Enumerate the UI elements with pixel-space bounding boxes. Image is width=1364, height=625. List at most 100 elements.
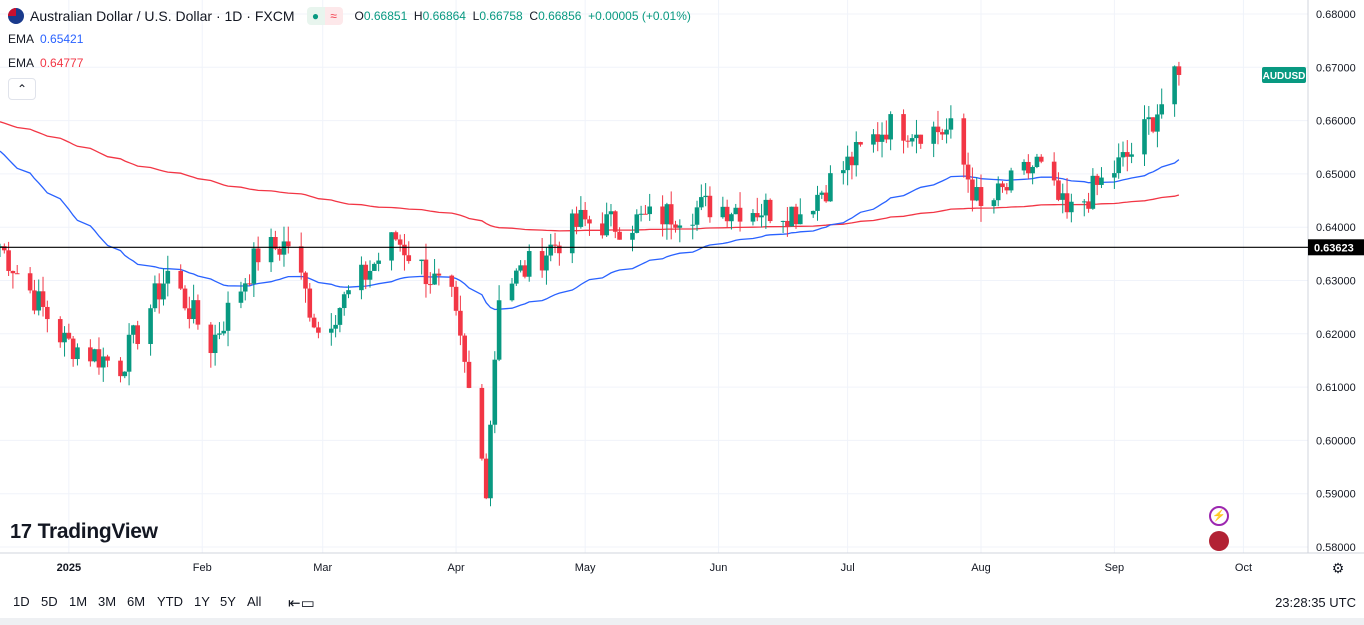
candle-body bbox=[514, 270, 519, 284]
timeframe-ytd[interactable]: YTD bbox=[157, 594, 183, 609]
y-tick-label: 0.59000 bbox=[1316, 489, 1356, 501]
candle-body bbox=[57, 319, 63, 343]
candle-body bbox=[122, 371, 128, 377]
candle-body bbox=[247, 283, 252, 285]
candle-body bbox=[1030, 167, 1035, 174]
candle-body bbox=[582, 209, 588, 220]
timeframe-1y[interactable]: 1Y bbox=[194, 594, 210, 609]
candle-body bbox=[273, 236, 278, 249]
candle-body bbox=[643, 213, 648, 215]
y-tick-label: 0.60000 bbox=[1316, 435, 1356, 447]
clock[interactable]: 23:28:35 UTC bbox=[1275, 595, 1356, 610]
candle-body bbox=[88, 347, 93, 362]
candle-body bbox=[699, 197, 704, 208]
chevron-up-icon: ⌃ bbox=[16, 82, 28, 96]
candle-body bbox=[1099, 177, 1104, 185]
timeframe-bar: 1D 5D 1M 3M 6M YTD 1Y 5Y All ⇤▭ bbox=[0, 588, 1364, 616]
timeframe-6m[interactable]: 6M bbox=[127, 594, 146, 609]
candle-body bbox=[690, 224, 696, 226]
candle-body bbox=[96, 349, 102, 368]
market-status-pill[interactable]: ● ≈ bbox=[306, 7, 343, 25]
ema-fast-legend[interactable]: EMA 0.65421 bbox=[8, 32, 84, 46]
candle-body bbox=[40, 291, 46, 307]
candle-body bbox=[14, 273, 20, 275]
ema-slow-legend[interactable]: EMA 0.64777 bbox=[8, 56, 84, 70]
candle-body bbox=[961, 118, 967, 165]
y-tick-label: 0.61000 bbox=[1316, 382, 1356, 394]
candle-body bbox=[703, 195, 708, 198]
candle-body bbox=[152, 283, 158, 309]
candle-body bbox=[281, 241, 287, 255]
x-tick-label: Oct bbox=[1235, 562, 1252, 574]
timeframe-5y[interactable]: 5Y bbox=[220, 594, 236, 609]
y-tick-label: 0.66000 bbox=[1316, 116, 1356, 128]
candle-body bbox=[100, 356, 106, 368]
candle-body bbox=[427, 284, 433, 286]
symbol-title[interactable]: Australian Dollar / U.S. Dollar · 1D · F… bbox=[30, 8, 295, 24]
candle-body bbox=[1026, 161, 1031, 174]
x-tick-label: Feb bbox=[193, 562, 212, 574]
candle-body bbox=[449, 275, 455, 287]
candle-body bbox=[2, 246, 7, 251]
candle-body bbox=[1000, 183, 1005, 188]
candle-body bbox=[1129, 154, 1134, 157]
symbol-header: Australian Dollar / U.S. Dollar · 1D · F… bbox=[8, 6, 691, 26]
candle-body bbox=[32, 290, 37, 311]
candle-body bbox=[307, 288, 313, 318]
timeframe-5d[interactable]: 5D bbox=[41, 594, 58, 609]
ema-fast-line bbox=[0, 150, 1180, 311]
candle-body bbox=[1081, 201, 1087, 203]
candle-body bbox=[526, 251, 532, 277]
candle-body bbox=[789, 206, 794, 227]
candle-body bbox=[156, 283, 162, 300]
x-tick-label: 2025 bbox=[57, 562, 81, 574]
candle-body bbox=[845, 156, 850, 171]
candle-body bbox=[608, 211, 614, 215]
ema-slow-line bbox=[0, 121, 1180, 232]
lightning-icon[interactable]: ⚡ bbox=[1209, 506, 1229, 526]
candle-body bbox=[1069, 201, 1074, 213]
timeframe-all[interactable]: All bbox=[247, 594, 262, 609]
candle-body bbox=[931, 126, 936, 144]
date-range-icon[interactable]: ⇤▭ bbox=[288, 595, 315, 612]
candle-body bbox=[638, 213, 644, 215]
candle-body bbox=[612, 211, 618, 232]
x-tick-label: May bbox=[575, 562, 596, 574]
candle-body bbox=[1034, 156, 1040, 168]
candle-body bbox=[1004, 187, 1010, 191]
candle-body bbox=[1159, 104, 1165, 115]
timeframe-1d[interactable]: 1D bbox=[13, 594, 30, 609]
candle-body bbox=[939, 132, 945, 135]
candle-body bbox=[754, 213, 760, 218]
candle-body bbox=[341, 294, 347, 309]
candle-body bbox=[75, 347, 80, 360]
candle-body bbox=[1112, 173, 1117, 178]
price-chart[interactable]: 0.68000 0.67000 0.66000 0.65000 0.64000 0.630… bbox=[0, 0, 1364, 588]
candle-body bbox=[978, 187, 984, 207]
timeframe-3m[interactable]: 3M bbox=[98, 594, 117, 609]
candle-body bbox=[707, 195, 713, 218]
y-tick-label: 0.68000 bbox=[1316, 9, 1356, 21]
candle-body bbox=[6, 250, 11, 271]
candle-body bbox=[212, 334, 218, 354]
candle-body bbox=[995, 183, 1001, 201]
candle-body bbox=[311, 317, 317, 328]
timeframe-1m[interactable]: 1M bbox=[69, 594, 88, 609]
candle-body bbox=[858, 142, 863, 145]
candle-body bbox=[797, 214, 803, 225]
y-tick-label: 0.64000 bbox=[1316, 222, 1356, 234]
settings-gear-icon[interactable]: ⚙ bbox=[1332, 560, 1345, 576]
candle-body bbox=[303, 272, 308, 289]
candle-body bbox=[1116, 157, 1121, 174]
candle-body bbox=[221, 330, 227, 334]
candle-body bbox=[1120, 152, 1126, 158]
candle-body bbox=[1150, 117, 1156, 132]
candle-body bbox=[238, 291, 244, 303]
us-flag-icon[interactable] bbox=[1209, 531, 1229, 551]
hline-price-tag bbox=[1308, 239, 1364, 256]
x-tick-label: Jul bbox=[841, 562, 855, 574]
collapse-legend-button[interactable]: ⌃ bbox=[8, 78, 36, 100]
hline-price-label: 0.63623 bbox=[1314, 242, 1354, 254]
candle-body bbox=[1038, 156, 1044, 162]
candle-body bbox=[165, 270, 171, 284]
